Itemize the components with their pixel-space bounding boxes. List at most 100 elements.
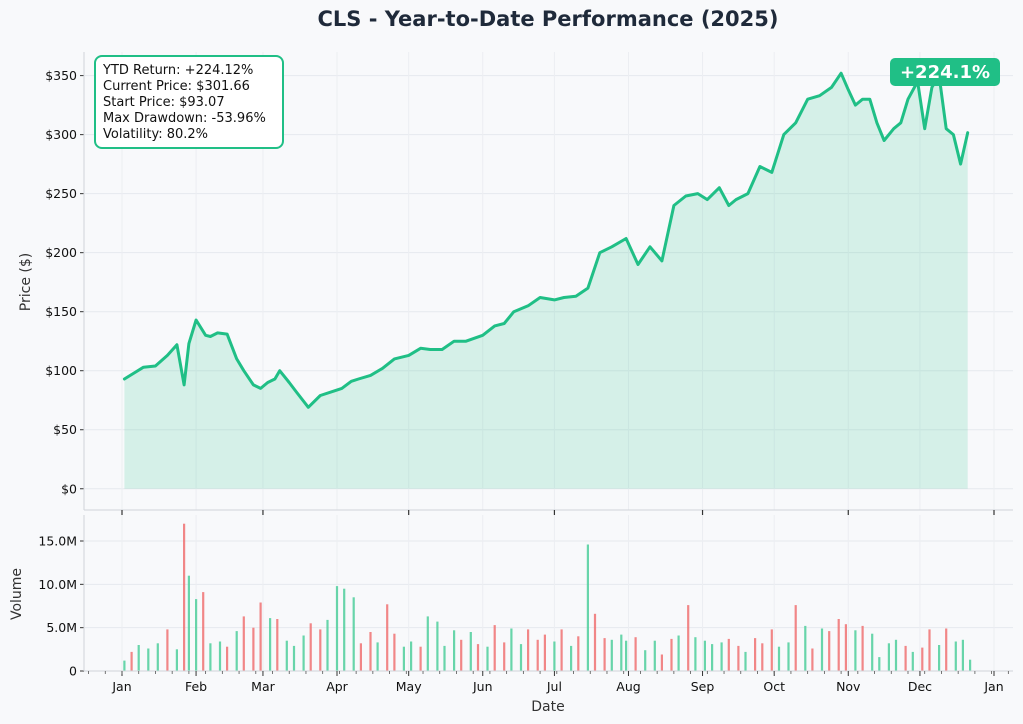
volume-bar [854,630,857,671]
volume-bar [493,625,496,671]
volume-bar [871,633,874,671]
price-y-axis-label: Price ($) [18,253,34,311]
volume-bar [276,619,279,671]
x-tick-label: Jun [472,679,493,694]
volume-y-tick-label: 5.0M [46,620,77,635]
volume-bar [202,592,205,671]
x-tick-label: Nov [836,679,861,694]
x-tick-label: Oct [763,679,785,694]
volume-bar [586,544,589,671]
volume-bar [183,523,186,671]
volume-bar [945,628,948,671]
volume-bar [156,643,159,671]
stats-volatility: Volatility: 80.2% [103,127,208,142]
chart-title: CLS - Year-to-Date Performance (2025) [318,7,779,31]
volume-y-ticks: 0 5.0M 10.0M 15.0M [38,534,84,679]
price-area-fill [124,73,968,489]
volume-bar [553,641,556,671]
volume-bar [837,619,840,671]
volume-bar [335,586,339,671]
volume-bar [319,629,322,671]
x-tick-label: Jul [546,679,562,694]
price-panel: $0$50$100$150$200$250$300$350 Price ($) … [18,52,1013,516]
volume-bar [166,629,169,671]
volume-bar [486,646,489,671]
volume-bar [460,639,463,671]
stats-start-price: Start Price: $93.07 [103,95,225,110]
volume-bar [252,627,255,671]
volume-bar [577,636,580,671]
volume-bar [911,651,914,671]
volume-bar [292,645,296,671]
volume-plot-area [85,515,1013,671]
volume-y-tick-label: 15.0M [38,534,77,549]
stats-box: YTD Return: +224.12% Current Price: $301… [94,55,284,149]
volume-bar [410,641,413,671]
volume-bars [123,523,972,671]
volume-bar [402,646,405,671]
volume-bar [235,631,238,671]
volume-bar [703,640,706,671]
volume-bar [744,651,747,671]
x-tick-label: Apr [326,679,348,694]
volume-bar [928,629,931,671]
price-gridlines [85,52,1013,510]
price-y-ticks: $0 $50 $100 $150 $200 $250 $300 $350 [45,68,84,496]
price-y-tick-label: $100 [45,363,77,378]
volume-bar [269,618,272,671]
volume-bar [687,605,690,671]
x-tick-label: May [396,679,422,694]
volume-bar [130,651,133,671]
volume-bar [961,639,964,671]
volume-bar [419,646,422,671]
volume-bar [209,643,212,671]
volume-bar [804,625,807,671]
volume-bar [352,597,355,671]
stats-box-frame [94,55,284,149]
volume-y-tick-label: 0 [69,664,77,679]
x-tick-label: Jan [983,679,1003,694]
volume-bar [302,635,305,671]
volume-bar [969,659,972,671]
volume-bar [436,621,439,671]
volume-bar [677,635,680,671]
x-tick-label: Feb [185,679,207,694]
volume-bar [560,629,563,671]
volume-bar [187,575,190,671]
volume-bar [359,643,362,671]
volume-bar [443,645,446,671]
volume-bar [309,623,312,671]
volume-bar [510,628,513,671]
volume-bar [787,642,790,671]
volume-bar [921,647,924,671]
volume-bar [761,643,764,671]
volume-bar [727,638,730,671]
x-tick-label: Mar [251,679,275,694]
volume-bar [543,634,546,671]
volume-bar [453,630,456,671]
volume-bar [878,657,881,671]
volume-bar [828,631,831,671]
volume-bar [137,645,140,671]
volume-bar [175,649,178,671]
volume-bar [844,624,847,671]
volume-bar [343,588,346,671]
volume-bar [527,629,530,671]
price-y-tick-label: $300 [45,127,77,142]
stats-current-price: Current Price: $301.66 [103,79,250,94]
price-y-tick-label: $200 [45,245,77,260]
price-y-tick-label: $250 [45,186,77,201]
volume-bar [503,642,506,671]
volume-bar [777,646,781,671]
volume-bar [386,604,389,671]
volume-bar [711,644,714,671]
volume-bar [620,634,623,671]
volume-bar [610,639,613,671]
volume-bar [794,605,797,671]
volume-bar [603,638,606,671]
volume-bar [226,646,229,671]
volume-bar [644,650,647,671]
volume-bar [737,645,740,671]
volume-bar [593,613,597,671]
